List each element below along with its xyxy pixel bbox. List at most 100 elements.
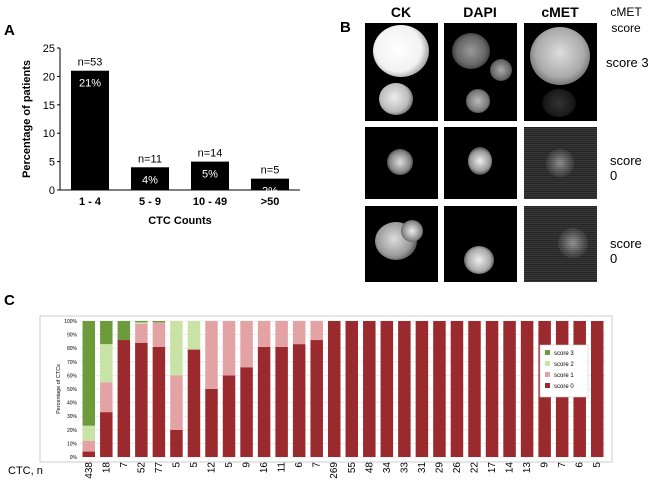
category-label-c: 52	[136, 462, 147, 474]
category-label-c: 11	[277, 462, 288, 473]
micrograph-dapi-row2	[444, 127, 517, 199]
bar-segment-c	[100, 344, 113, 383]
bar-segment-c	[82, 440, 96, 452]
bar-segment-c	[135, 321, 148, 323]
bar-segment-c	[135, 342, 148, 457]
category-label-c: 13	[522, 462, 533, 474]
bar-segment-c	[82, 425, 96, 441]
bar-segment-c	[415, 321, 429, 457]
bar-segment-c	[187, 349, 201, 457]
micrograph-cmet-row1	[524, 23, 597, 121]
y-tick-label-c: 40%	[67, 401, 78, 407]
micrograph-ck-row3	[365, 206, 438, 282]
micrograph-ck-row2	[365, 127, 438, 199]
bar-segment-c	[187, 321, 201, 350]
score-header: cMET score	[606, 4, 646, 36]
legend-label-c: score 2	[554, 362, 574, 368]
x-prefix-label-c: CTC, n	[8, 465, 43, 477]
bar-segment-c	[257, 321, 271, 347]
y-tick-label-c: 100%	[64, 319, 77, 325]
category-label-c: 12	[207, 462, 218, 474]
y-tick-label-a: 5	[49, 157, 55, 169]
y-tick-label-c: 60%	[67, 373, 78, 379]
category-label-c: 269	[329, 462, 340, 479]
bar-segment-c	[240, 367, 253, 457]
value-label-a: 5%	[202, 169, 218, 181]
bar-segment-c	[82, 321, 96, 426]
category-label-a: >50	[261, 196, 280, 208]
bar-segment-c	[135, 322, 148, 324]
row-score-3: score 0	[610, 236, 642, 266]
n-label-a: n=53	[78, 57, 103, 69]
category-label-c: 17	[487, 462, 498, 474]
bar-segment-c	[152, 322, 166, 347]
legend-label-c: score 0	[554, 384, 574, 390]
y-tick-label-c: 90%	[67, 333, 78, 339]
bar-segment-c	[240, 321, 253, 368]
category-label-c: 438	[84, 462, 95, 479]
row-score-2: score 0	[610, 153, 642, 183]
bar-a	[71, 70, 109, 190]
category-label-c: 6	[294, 462, 305, 468]
category-label-c: 7	[557, 462, 568, 468]
category-label-c: 5	[592, 462, 603, 468]
category-label-c: 6	[575, 462, 586, 468]
bar-segment-c	[205, 321, 218, 389]
bar-segment-c	[257, 346, 271, 457]
column-header-dapi: DAPI	[463, 4, 497, 20]
category-label-c: 7	[119, 462, 130, 468]
y-tick-label-c: 80%	[67, 346, 78, 352]
y-tick-label-a: 15	[43, 100, 55, 112]
bar-segment-c	[222, 321, 236, 376]
category-label-a: 10 - 49	[193, 196, 227, 208]
bar-segment-c	[380, 321, 394, 457]
bar-segment-c	[503, 321, 516, 457]
micrograph-cmet-row2	[524, 127, 597, 199]
bar-segment-c	[327, 321, 341, 457]
y-tick-label-a: 10	[43, 128, 55, 140]
category-label-c: 14	[505, 462, 516, 474]
y-tick-label-a: 0	[49, 185, 55, 197]
column-header-ck: CK	[390, 4, 412, 20]
y-tick-label-c: 70%	[67, 360, 78, 366]
category-label-c: 29	[434, 462, 445, 474]
category-label-c: 5	[189, 462, 200, 468]
y-tick-label-c: 20%	[67, 428, 78, 434]
y-tick-label-c: 50%	[67, 387, 78, 393]
bar-segment-c	[485, 321, 499, 457]
category-label-c: 77	[154, 462, 165, 474]
score-header-line1: cMET	[610, 5, 642, 19]
category-label-c: 16	[259, 462, 270, 474]
bar-segment-c	[170, 321, 183, 376]
category-label-c: 26	[452, 462, 463, 474]
bar-segment-c	[310, 321, 323, 341]
bar-segment-c	[82, 451, 96, 457]
bar-segment-c	[117, 321, 131, 341]
bar-segment-c	[152, 321, 166, 323]
panel-letter-c: C	[4, 292, 15, 309]
y-tick-label-a: 25	[43, 43, 55, 55]
category-label-c: 55	[347, 462, 358, 474]
bar-segment-c	[170, 375, 183, 430]
bar-segment-c	[468, 321, 481, 457]
x-axis-title-a: CTC Counts	[148, 215, 212, 227]
value-label-a: 21%	[79, 78, 101, 90]
bar-segment-c	[345, 321, 359, 457]
value-label-a: 2%	[262, 186, 278, 198]
legend-swatch-c	[545, 383, 550, 388]
y-tick-label-c: 10%	[67, 441, 78, 447]
category-label-c: 33	[399, 462, 410, 474]
category-label-c: 9	[242, 462, 253, 468]
n-label-a: n=5	[261, 165, 280, 177]
value-label-a: 4%	[142, 174, 158, 186]
bar-segment-c	[275, 321, 288, 347]
row-score-1: score 3	[606, 55, 649, 70]
legend-label-c: score 3	[554, 351, 574, 357]
bar-segment-c	[450, 321, 464, 457]
column-header-cmet: cMET	[541, 4, 579, 20]
plot-frame-c	[39, 315, 613, 463]
category-label-c: 9	[540, 462, 551, 468]
legend-swatch-c	[545, 350, 550, 355]
y-axis-title-c: Percentage of CTCs	[56, 364, 62, 414]
